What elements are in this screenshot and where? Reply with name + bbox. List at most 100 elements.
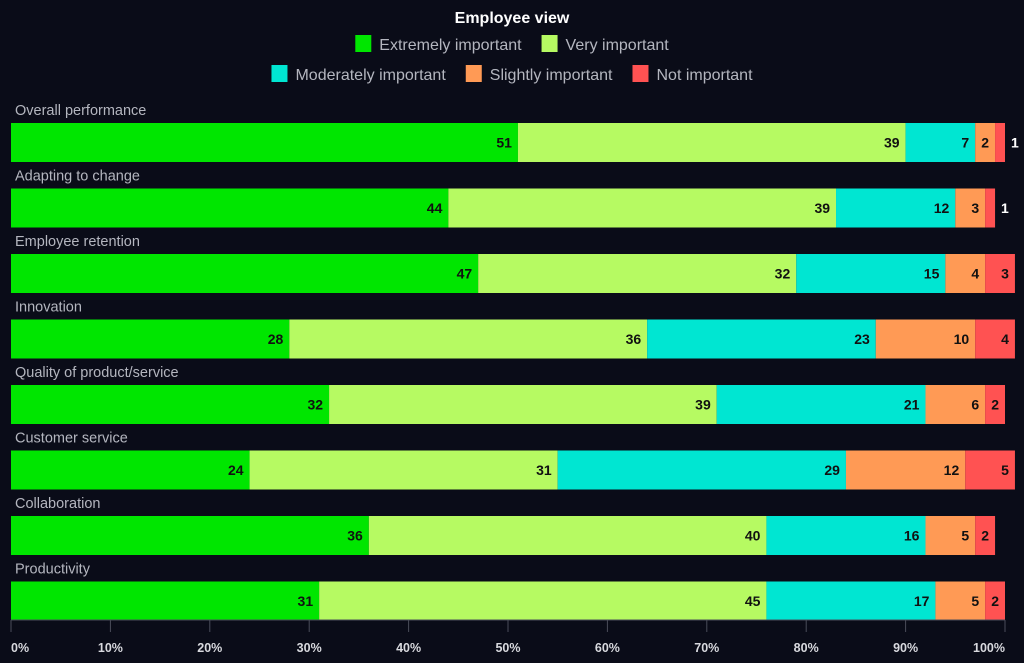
tick-label: 50% [495, 641, 520, 655]
category-label: Innovation [15, 300, 82, 316]
bar-segment [478, 254, 797, 293]
data-label: 51 [496, 135, 512, 151]
data-label: 39 [814, 200, 830, 216]
bar-segment [796, 254, 946, 293]
bar-segment [11, 516, 369, 555]
bar-row: Quality of product/service 32 39 21 6 2 [11, 365, 1005, 424]
bar-segment [925, 385, 986, 424]
bar-segment [517, 123, 906, 162]
bar-segment [716, 385, 926, 424]
category-label: Customer service [15, 431, 128, 447]
bar-segment [985, 385, 1005, 424]
data-label: 4 [971, 266, 979, 282]
bar-segment [955, 188, 986, 228]
data-label: 47 [457, 266, 473, 282]
data-label: 2 [981, 135, 989, 151]
data-label: 44 [427, 200, 443, 216]
bar-segment [905, 123, 976, 162]
legend-label: Very important [566, 37, 670, 54]
data-label: 24 [228, 462, 244, 478]
data-label: 32 [308, 397, 324, 413]
tick-label: 70% [694, 641, 719, 655]
legend-swatch [465, 65, 482, 82]
bar-segment [766, 581, 936, 621]
tick-label: 10% [98, 641, 123, 655]
bar-row: Innovation 28 36 23 10 4 [11, 300, 1015, 359]
category-label: Quality of product/service [15, 365, 179, 381]
data-label: 36 [626, 331, 642, 347]
bar-segment [985, 188, 996, 228]
bar-segment [249, 450, 558, 490]
tick-label: 30% [297, 641, 322, 655]
bar-segment [448, 188, 837, 228]
data-label: 5 [971, 593, 979, 609]
bar-segment [329, 385, 717, 424]
legend-label: Not important [656, 67, 753, 84]
bar-segment [836, 188, 956, 228]
data-label: 3 [971, 200, 979, 216]
data-label: 2 [991, 397, 999, 413]
bar-row: Overall performance 51 39 7 2 1 [11, 103, 1019, 162]
bar-segment [11, 319, 290, 359]
data-label: 28 [268, 331, 284, 347]
legend-label: Extremely important [379, 37, 522, 54]
bar-segment [647, 319, 876, 359]
legend-swatch [541, 35, 558, 52]
data-label: 15 [924, 266, 940, 282]
bar-segment [985, 254, 1015, 293]
data-label: 12 [944, 462, 960, 478]
legend-swatch [271, 65, 288, 82]
tick-label: 80% [794, 641, 819, 655]
data-label: 2 [981, 528, 989, 544]
chart-title: Employee view [455, 10, 570, 27]
data-label: 10 [954, 331, 970, 347]
category-label: Collaboration [15, 496, 100, 512]
bar-segment [935, 581, 986, 621]
data-label: 45 [745, 593, 761, 609]
bar-segment [557, 450, 846, 490]
bar-segment [289, 319, 648, 359]
bar-row: Productivity 31 45 17 5 2 [11, 562, 1005, 621]
bar-row: Employee retention 47 32 15 4 3 [11, 234, 1015, 293]
bar-segment [965, 450, 1015, 490]
bar-row: Adapting to change 44 39 12 3 1 [11, 169, 1009, 228]
data-label: 1 [1001, 200, 1009, 216]
category-label: Productivity [15, 562, 91, 578]
data-label: 6 [971, 397, 979, 413]
category-label: Adapting to change [15, 169, 140, 185]
tick-label: 0% [11, 641, 29, 655]
legend-swatch [632, 65, 649, 82]
legend-item[interactable]: Very important [541, 35, 670, 54]
legend-label: Moderately important [295, 67, 446, 84]
bar-segment [11, 254, 479, 293]
bar-segment [975, 516, 996, 555]
legend-item[interactable]: Slightly important [465, 65, 613, 84]
data-label: 31 [298, 593, 314, 609]
bar-segment [985, 581, 1005, 621]
tick-label: 100% [973, 641, 1005, 655]
bar-segment [766, 516, 926, 555]
bar-segment [11, 188, 449, 228]
data-label: 17 [914, 593, 930, 609]
data-label: 5 [1001, 462, 1009, 478]
legend-item[interactable]: Extremely important [355, 35, 522, 54]
bar-row: Collaboration 36 40 16 5 2 [11, 496, 996, 555]
data-label: 12 [934, 200, 950, 216]
tick-label: 60% [595, 641, 620, 655]
legend-item[interactable]: Moderately important [271, 65, 446, 84]
legend-item[interactable]: Not important [632, 65, 753, 84]
tick-label: 90% [893, 641, 918, 655]
bar-segment [845, 450, 966, 490]
bar-segment [11, 450, 250, 490]
data-label: 4 [1001, 331, 1009, 347]
category-label: Overall performance [15, 103, 146, 119]
legend: Extremely important Very important Moderat… [271, 35, 753, 84]
data-label: 1 [1011, 135, 1019, 151]
data-label: 21 [904, 397, 920, 413]
tick-label: 20% [197, 641, 222, 655]
data-label: 39 [695, 397, 711, 413]
legend-label: Slightly important [490, 67, 613, 84]
data-label: 31 [536, 462, 552, 478]
bar-segment [11, 581, 320, 621]
